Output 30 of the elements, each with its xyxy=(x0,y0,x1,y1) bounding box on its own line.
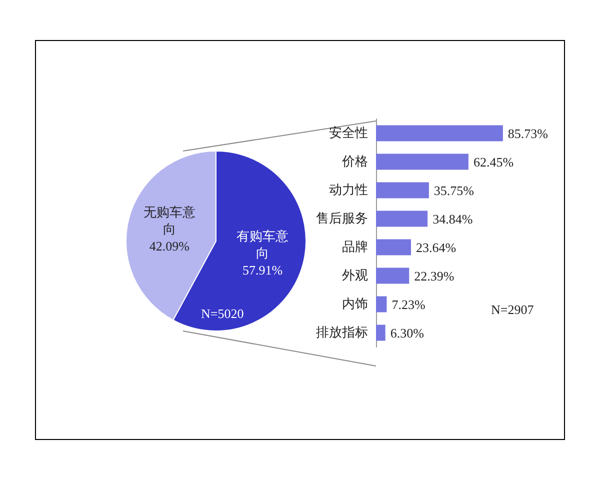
bar xyxy=(376,182,429,198)
bar xyxy=(376,125,503,142)
bar xyxy=(376,154,468,170)
bar xyxy=(376,239,411,256)
data-label: 23.64% xyxy=(416,240,456,255)
bar xyxy=(376,324,386,341)
y-tick-label: 售后服务 xyxy=(316,211,368,226)
slice-label: 无购车意向 xyxy=(143,204,196,237)
data-label: 7.23% xyxy=(392,296,426,312)
y-tick-label: 价格 xyxy=(341,154,368,170)
y-tick-label: 品牌 xyxy=(342,240,368,255)
data-label: 57.91% xyxy=(242,262,283,278)
data-label: 34.84% xyxy=(432,211,473,226)
bar xyxy=(376,268,410,284)
data-label: 42.09% xyxy=(149,238,190,254)
bar xyxy=(376,210,428,227)
y-tick-label: 排放指标 xyxy=(316,325,368,340)
y-tick-label: 动力性 xyxy=(329,182,368,198)
data-label: 22.39% xyxy=(414,268,454,284)
y-tick-label: 外观 xyxy=(342,268,368,284)
slice-label: 有购车意向 xyxy=(236,228,289,260)
y-tick-label: 内饰 xyxy=(342,296,368,312)
data-label: 6.30% xyxy=(390,325,424,340)
bar xyxy=(376,296,387,312)
annotation: N=2907 xyxy=(491,302,534,317)
data-label: 35.75% xyxy=(434,182,474,198)
y-tick-label: 安全性 xyxy=(329,124,368,141)
data-label: 85.73% xyxy=(508,126,548,141)
text: N=5020 xyxy=(201,306,244,321)
data-label: 62.45% xyxy=(473,154,514,170)
